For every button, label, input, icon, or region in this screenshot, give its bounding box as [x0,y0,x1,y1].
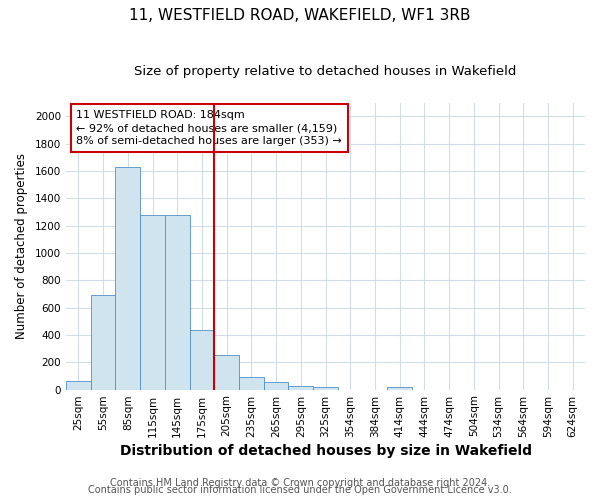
Text: 11, WESTFIELD ROAD, WAKEFIELD, WF1 3RB: 11, WESTFIELD ROAD, WAKEFIELD, WF1 3RB [129,8,471,22]
Bar [388,387,412,390]
Text: Contains public sector information licensed under the Open Government Licence v3: Contains public sector information licen… [88,485,512,495]
Bar [91,296,115,390]
Bar [190,330,214,390]
Bar [66,380,91,390]
Bar [264,382,289,390]
Bar [313,387,338,390]
Bar [115,167,140,390]
Bar [239,378,264,390]
Bar [165,216,190,390]
Title: Size of property relative to detached houses in Wakefield: Size of property relative to detached ho… [134,65,517,78]
Text: 11 WESTFIELD ROAD: 184sqm
← 92% of detached houses are smaller (4,159)
8% of sem: 11 WESTFIELD ROAD: 184sqm ← 92% of detac… [76,110,342,146]
Bar [214,355,239,390]
Bar [289,386,313,390]
Y-axis label: Number of detached properties: Number of detached properties [15,153,28,339]
X-axis label: Distribution of detached houses by size in Wakefield: Distribution of detached houses by size … [119,444,532,458]
Bar [140,216,165,390]
Text: Contains HM Land Registry data © Crown copyright and database right 2024.: Contains HM Land Registry data © Crown c… [110,478,490,488]
